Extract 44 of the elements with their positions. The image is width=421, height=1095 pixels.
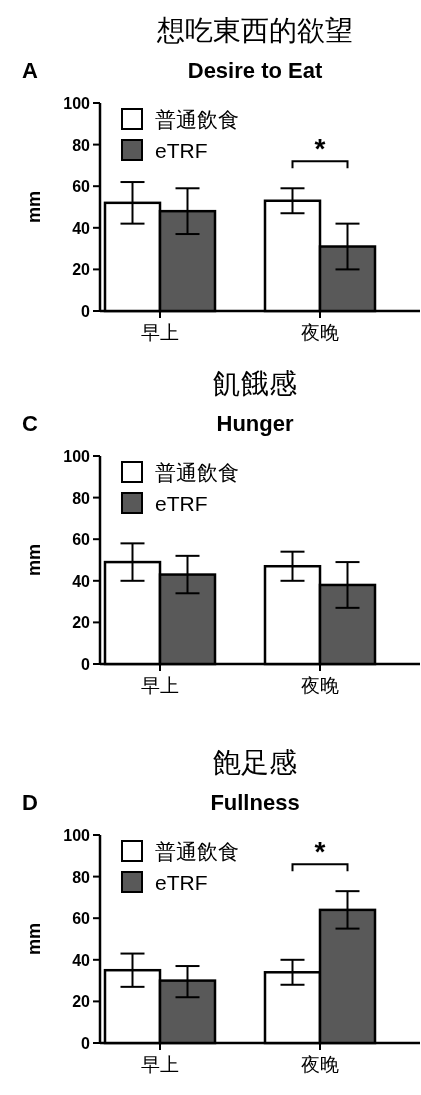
legend-label: 普通飲食 (155, 108, 239, 131)
y-axis-title: mm (24, 543, 44, 577)
legend-label: eTRF (155, 139, 208, 162)
y-tick-label: 80 (72, 868, 91, 886)
y-tick-label: 20 (72, 614, 91, 632)
y-tick-label: 100 (63, 827, 91, 844)
y-tick-label: 60 (72, 531, 91, 549)
y-tick-label: 40 (72, 219, 91, 237)
y-tick-label: 60 (72, 178, 91, 196)
x-tick-label: 夜晚 (301, 1054, 339, 1075)
y-tick-label: 80 (72, 489, 91, 507)
y-axis-title: mm (24, 190, 44, 224)
annotation: * (314, 133, 326, 165)
chart-subtitle: Fullness (210, 790, 300, 815)
y-axis-title: mm (24, 922, 44, 956)
y-tick-label: 100 (63, 448, 91, 465)
y-tick-label: 0 (81, 303, 91, 320)
y-tick-label: 40 (72, 951, 91, 969)
legend-label: eTRF (155, 492, 208, 515)
y-tick-label: 100 (63, 95, 91, 112)
x-tick-label: 夜晚 (301, 675, 339, 696)
legend-label: 普通飲食 (155, 461, 239, 484)
chart-title: 飽足感 (213, 747, 297, 778)
chart-subtitle: Hunger (216, 411, 294, 436)
y-tick-label: 20 (72, 261, 91, 279)
y-tick-label: 80 (72, 136, 91, 154)
chart-subtitle: Desire to Eat (187, 58, 323, 83)
annotation: * (314, 836, 326, 868)
text: D (22, 790, 38, 815)
x-tick-label: 早上 (141, 675, 179, 696)
y-tick-label: 0 (81, 656, 91, 673)
x-tick-label: 夜晚 (301, 322, 339, 343)
text: C (22, 411, 38, 436)
legend-label: 普通飲食 (155, 840, 239, 863)
y-tick-label: 20 (72, 993, 91, 1011)
y-tick-label: 40 (72, 572, 91, 590)
legend-label: eTRF (155, 871, 208, 894)
y-tick-label: 60 (72, 910, 91, 928)
chart-title: 飢餓感 (213, 368, 297, 399)
chart-title: 想吃東西的欲望 (156, 15, 353, 46)
x-tick-label: 早上 (141, 1054, 179, 1075)
text: A (22, 58, 38, 83)
y-tick-label: 0 (81, 1035, 91, 1052)
x-tick-label: 早上 (141, 322, 179, 343)
